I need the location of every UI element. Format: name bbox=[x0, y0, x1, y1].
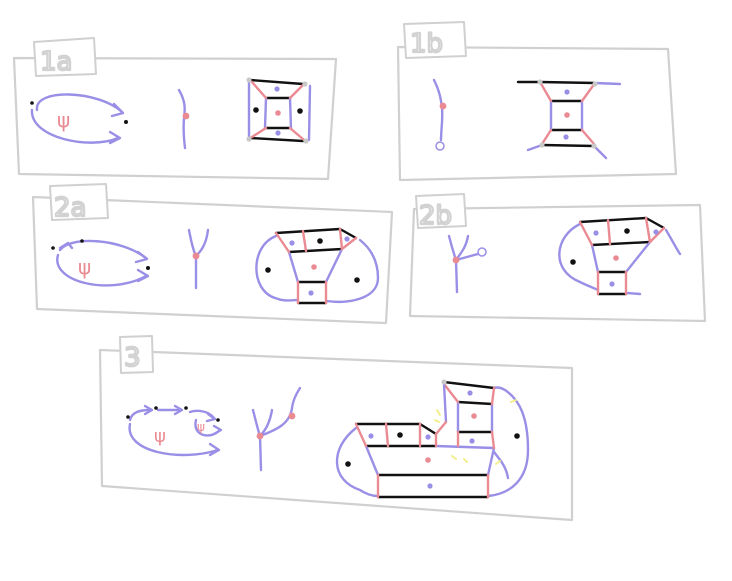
vertex-dot-3b bbox=[288, 412, 296, 420]
vertex-dot-2b bbox=[452, 256, 460, 264]
panel-2a: 2a ψ bbox=[31, 183, 394, 325]
panel-2a-label-tab bbox=[49, 183, 109, 221]
lattice-2b-dots bbox=[570, 228, 659, 287]
psi-symbol-1a: ψ bbox=[57, 108, 70, 132]
panel-1a: 1a ψ bbox=[12, 37, 338, 181]
vertex-dot-2a bbox=[192, 252, 200, 260]
open-end-1b bbox=[435, 141, 445, 151]
lattice-2a bbox=[255, 227, 380, 305]
panel-1b-frame bbox=[396, 45, 678, 182]
lattice-2a-dots bbox=[265, 236, 360, 296]
vertex-line-1a bbox=[177, 88, 187, 150]
loop-start-dot-2a bbox=[51, 246, 55, 250]
panel-2a-label: 2a bbox=[54, 193, 86, 223]
lattice-2b bbox=[558, 216, 682, 296]
loop-end-dot-2a bbox=[146, 266, 150, 270]
psi-symbol-3: ψ bbox=[154, 426, 166, 447]
vertex-dot-3 bbox=[256, 432, 264, 440]
panel-1a-label-tab bbox=[33, 37, 97, 77]
panel-3-label: 3 bbox=[124, 343, 141, 373]
lattice-3 bbox=[335, 380, 530, 499]
vertex-dot-1a bbox=[182, 112, 190, 120]
y-vertex-2b bbox=[447, 234, 480, 294]
panel-2b: 2b bbox=[408, 193, 707, 323]
loop-start-dot bbox=[30, 101, 34, 105]
y-vertex-3 bbox=[251, 386, 302, 472]
loop-arrow-1a bbox=[30, 93, 125, 145]
panel-1b-label: 1b bbox=[410, 29, 443, 59]
panel-3: 3 ψ ψ bbox=[98, 335, 574, 522]
panel-2b-frame bbox=[408, 203, 707, 323]
highlight-ticks-3 bbox=[434, 399, 517, 465]
lattice-1b bbox=[516, 80, 622, 160]
vertex-line-1b bbox=[432, 78, 444, 142]
lattice-1b-dots bbox=[537, 79, 598, 149]
panel-1a-label: 1a bbox=[40, 47, 72, 77]
lattice-1a-dots bbox=[246, 77, 309, 144]
panel-3-frame bbox=[98, 348, 574, 522]
lattice-3-dots bbox=[345, 379, 520, 489]
panel-2b-label-tab bbox=[415, 193, 467, 229]
vertex-dot-1b bbox=[439, 102, 447, 110]
panel-2b-label: 2b bbox=[419, 201, 452, 231]
loop-end-dot bbox=[124, 120, 128, 124]
loop-arrow-3 bbox=[128, 404, 223, 457]
psi-small-symbol-3: ψ bbox=[197, 420, 205, 434]
loop-arrow-2a bbox=[56, 239, 150, 287]
panel-1b: 1b bbox=[396, 21, 678, 182]
panel-1b-label-tab bbox=[403, 21, 467, 59]
panel-1a-frame bbox=[12, 56, 338, 181]
loop-mid-dot-2a bbox=[80, 239, 84, 243]
loop-dots-3 bbox=[126, 406, 220, 422]
open-end-2b bbox=[477, 247, 487, 257]
psi-symbol-2a: ψ bbox=[78, 255, 91, 279]
y-vertex-2a bbox=[187, 228, 210, 290]
lattice-1a bbox=[247, 78, 312, 143]
panel-2a-frame bbox=[31, 195, 394, 325]
panel-3-label-tab bbox=[119, 335, 154, 374]
